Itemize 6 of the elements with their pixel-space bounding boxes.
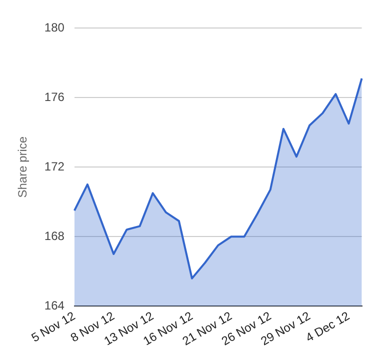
y-tick-label: 172 bbox=[44, 159, 65, 174]
y-tick-label: 180 bbox=[44, 20, 65, 34]
y-axis-title: Share price bbox=[16, 136, 30, 198]
y-tick-label: 176 bbox=[44, 90, 65, 104]
y-tick-label: 164 bbox=[44, 298, 65, 312]
y-tick-label: 168 bbox=[44, 228, 65, 243]
